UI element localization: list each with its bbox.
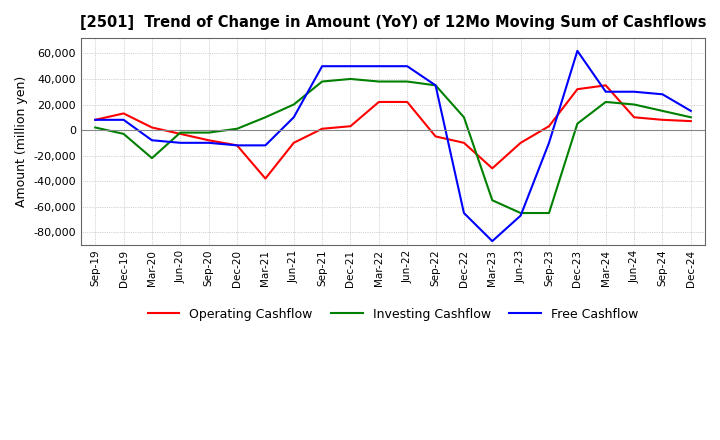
Free Cashflow [431, 83, 440, 88]
Operating Cashflow [374, 99, 383, 105]
Operating Cashflow [289, 140, 298, 146]
Title: [2501]  Trend of Change in Amount (YoY) of 12Mo Moving Sum of Cashflows: [2501] Trend of Change in Amount (YoY) o… [80, 15, 706, 30]
Free Cashflow [545, 140, 554, 146]
Investing Cashflow [488, 198, 497, 203]
Investing Cashflow [573, 121, 582, 126]
Free Cashflow [261, 143, 270, 148]
Operating Cashflow [261, 176, 270, 181]
Investing Cashflow [516, 210, 525, 216]
Investing Cashflow [346, 76, 355, 81]
Operating Cashflow [346, 124, 355, 129]
Investing Cashflow [686, 115, 695, 120]
Line: Investing Cashflow: Investing Cashflow [95, 79, 690, 213]
Investing Cashflow [176, 130, 184, 135]
Free Cashflow [346, 63, 355, 69]
Y-axis label: Amount (million yen): Amount (million yen) [15, 76, 28, 207]
Operating Cashflow [658, 117, 667, 122]
Free Cashflow [459, 210, 468, 216]
Investing Cashflow [459, 115, 468, 120]
Investing Cashflow [318, 79, 326, 84]
Free Cashflow [630, 89, 639, 94]
Investing Cashflow [120, 131, 128, 136]
Operating Cashflow [545, 124, 554, 129]
Free Cashflow [374, 63, 383, 69]
Investing Cashflow [374, 79, 383, 84]
Operating Cashflow [204, 138, 213, 143]
Free Cashflow [289, 115, 298, 120]
Free Cashflow [148, 138, 156, 143]
Investing Cashflow [545, 210, 554, 216]
Operating Cashflow [318, 126, 326, 132]
Operating Cashflow [459, 140, 468, 146]
Free Cashflow [573, 48, 582, 54]
Line: Free Cashflow: Free Cashflow [95, 51, 690, 241]
Operating Cashflow [233, 143, 241, 148]
Line: Operating Cashflow: Operating Cashflow [95, 85, 690, 179]
Legend: Operating Cashflow, Investing Cashflow, Free Cashflow: Operating Cashflow, Investing Cashflow, … [143, 303, 643, 326]
Free Cashflow [403, 63, 412, 69]
Investing Cashflow [91, 125, 99, 130]
Free Cashflow [91, 117, 99, 122]
Free Cashflow [120, 117, 128, 122]
Operating Cashflow [488, 166, 497, 171]
Free Cashflow [601, 89, 610, 94]
Operating Cashflow [601, 83, 610, 88]
Investing Cashflow [289, 102, 298, 107]
Investing Cashflow [601, 99, 610, 105]
Operating Cashflow [431, 134, 440, 139]
Investing Cashflow [204, 130, 213, 135]
Operating Cashflow [516, 140, 525, 146]
Operating Cashflow [148, 125, 156, 130]
Operating Cashflow [403, 99, 412, 105]
Free Cashflow [204, 140, 213, 146]
Investing Cashflow [261, 115, 270, 120]
Free Cashflow [488, 238, 497, 244]
Operating Cashflow [630, 115, 639, 120]
Investing Cashflow [630, 102, 639, 107]
Investing Cashflow [233, 126, 241, 132]
Operating Cashflow [573, 87, 582, 92]
Operating Cashflow [91, 117, 99, 122]
Operating Cashflow [176, 131, 184, 136]
Investing Cashflow [658, 108, 667, 114]
Free Cashflow [233, 143, 241, 148]
Investing Cashflow [148, 155, 156, 161]
Free Cashflow [318, 63, 326, 69]
Free Cashflow [686, 108, 695, 114]
Investing Cashflow [431, 83, 440, 88]
Free Cashflow [516, 213, 525, 218]
Operating Cashflow [686, 118, 695, 124]
Free Cashflow [176, 140, 184, 146]
Investing Cashflow [403, 79, 412, 84]
Free Cashflow [658, 92, 667, 97]
Operating Cashflow [120, 111, 128, 116]
